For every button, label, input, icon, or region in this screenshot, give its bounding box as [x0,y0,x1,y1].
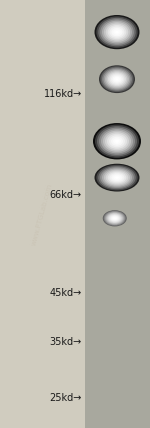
Ellipse shape [95,125,139,158]
Ellipse shape [103,69,130,89]
Ellipse shape [110,215,120,222]
Ellipse shape [104,211,126,226]
Ellipse shape [100,66,134,92]
Ellipse shape [99,128,135,155]
Ellipse shape [109,214,121,223]
Ellipse shape [112,76,122,83]
Ellipse shape [111,137,123,146]
Ellipse shape [98,18,136,46]
Ellipse shape [102,168,132,187]
Ellipse shape [97,126,137,156]
Ellipse shape [105,70,129,89]
Ellipse shape [107,213,123,224]
Ellipse shape [102,21,132,44]
Ellipse shape [113,29,121,35]
Text: 116kd→: 116kd→ [44,89,82,99]
Text: 25kd→: 25kd→ [49,393,82,403]
Ellipse shape [112,216,118,220]
Ellipse shape [108,72,126,86]
Ellipse shape [106,24,128,41]
Ellipse shape [111,216,119,221]
Ellipse shape [104,169,130,186]
Ellipse shape [110,73,124,85]
Ellipse shape [115,140,119,143]
Ellipse shape [113,175,121,180]
Ellipse shape [96,16,138,48]
Ellipse shape [100,19,134,45]
Text: www.PTGLab.com: www.PTGLab.com [31,182,53,246]
Ellipse shape [94,15,140,49]
Text: 45kd→: 45kd→ [50,288,82,298]
Ellipse shape [99,65,135,93]
Ellipse shape [101,129,133,153]
Bar [85,0,150,428]
Ellipse shape [110,173,124,182]
Ellipse shape [93,123,141,160]
Ellipse shape [114,77,120,81]
Ellipse shape [108,172,126,184]
Ellipse shape [116,78,118,80]
Ellipse shape [106,171,128,184]
Ellipse shape [105,211,125,225]
Ellipse shape [105,132,129,150]
Ellipse shape [106,212,124,224]
Ellipse shape [103,210,127,226]
Ellipse shape [115,31,119,33]
Ellipse shape [114,217,116,219]
Ellipse shape [113,138,121,144]
Ellipse shape [115,176,119,179]
Ellipse shape [98,166,136,189]
Ellipse shape [108,214,122,223]
Ellipse shape [108,25,126,39]
Ellipse shape [109,135,125,147]
Ellipse shape [103,131,131,152]
Ellipse shape [106,71,128,87]
Ellipse shape [96,165,138,190]
Ellipse shape [100,167,134,188]
Ellipse shape [111,74,123,84]
Ellipse shape [102,68,132,91]
Ellipse shape [107,134,127,149]
Ellipse shape [111,174,123,181]
Ellipse shape [104,22,130,42]
Text: 66kd→: 66kd→ [50,190,82,200]
Ellipse shape [94,163,140,192]
Ellipse shape [113,217,117,220]
Ellipse shape [111,28,123,36]
Text: 35kd→: 35kd→ [50,337,82,348]
Ellipse shape [110,27,124,38]
